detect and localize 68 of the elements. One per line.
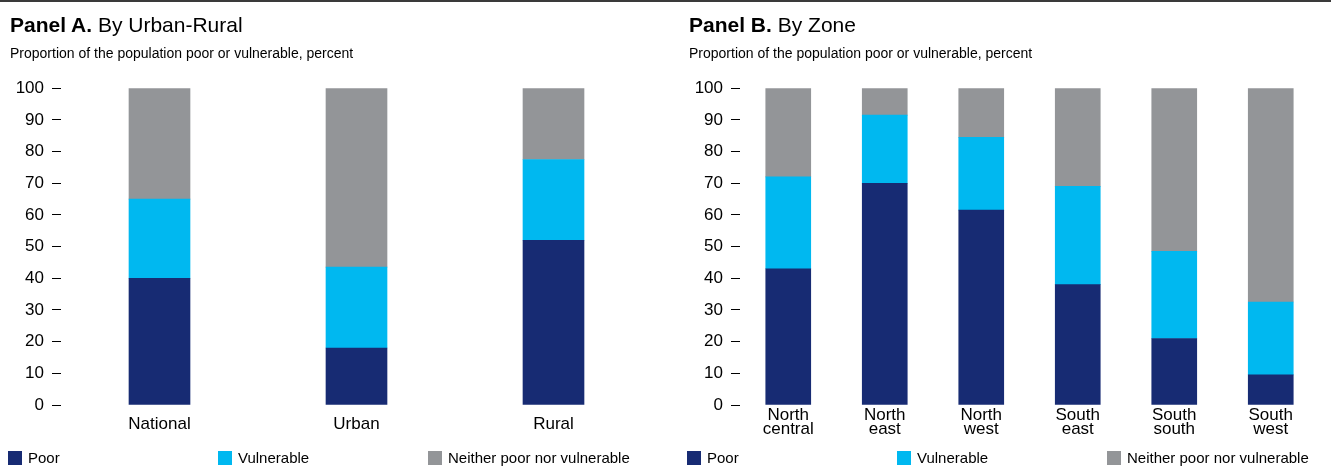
y-tick-label: 20 — [25, 331, 44, 351]
x-tick-label: South south — [1152, 404, 1197, 439]
bar — [861, 114, 908, 184]
y-tick-label: 20 — [704, 331, 723, 351]
y-tick-label: 30 — [25, 299, 44, 319]
legend-label: Vulnerable — [917, 449, 989, 466]
chart-title: Panel B. By Zone — [689, 13, 856, 36]
y-tick-label: 100 — [694, 77, 723, 97]
y-tick-label: 90 — [25, 109, 44, 129]
y-tick-label: 40 — [25, 267, 44, 287]
bar — [128, 198, 191, 279]
legend-label: Vulnerable — [238, 449, 310, 466]
bar — [861, 182, 908, 405]
bar — [325, 88, 388, 268]
bar — [325, 347, 388, 405]
bar — [1247, 301, 1294, 376]
x-tick-label: Urban — [333, 413, 380, 433]
y-tick-label: 40 — [704, 267, 723, 287]
chart-subtitle: Proportion of the population poor or vulnerable, percent — [689, 44, 1033, 62]
bar — [958, 88, 1005, 138]
bar — [1054, 88, 1101, 187]
y-tick-label: 80 — [704, 141, 723, 161]
x-tick-label: North east — [863, 404, 906, 439]
y-tick-label: 10 — [25, 363, 44, 383]
bar — [1151, 338, 1198, 405]
y-tick-label: 0 — [713, 394, 723, 414]
y-tick-label: 80 — [25, 141, 44, 161]
bar — [128, 277, 191, 405]
x-tick-label: Rural — [533, 413, 574, 433]
y-tick-label: 30 — [704, 299, 723, 319]
x-tick-label: South east — [1055, 404, 1100, 439]
bar — [1054, 284, 1101, 405]
y-tick-label: 50 — [704, 236, 723, 256]
bar — [765, 268, 812, 405]
y-tick-label: 100 — [15, 77, 44, 97]
bar — [522, 239, 585, 405]
bar — [128, 88, 191, 200]
y-tick-label: 90 — [704, 109, 723, 129]
bar — [958, 136, 1005, 211]
bar — [1151, 251, 1198, 339]
y-tick-label: 70 — [704, 172, 723, 192]
y-tick-label: 60 — [704, 204, 723, 224]
bar — [765, 176, 812, 270]
x-tick-label: North west — [960, 404, 1003, 439]
legend-label: Poor — [28, 449, 60, 466]
y-tick-label: 50 — [25, 236, 44, 256]
bar — [958, 209, 1005, 405]
chart-subtitle: Proportion of the population poor or vulnerable, percent — [10, 44, 354, 62]
y-tick-label: 60 — [25, 204, 44, 224]
bar — [861, 88, 908, 116]
bar — [1247, 374, 1294, 405]
bar — [1151, 88, 1198, 252]
x-tick-label: National — [128, 413, 191, 433]
y-tick-label: 70 — [25, 172, 44, 192]
bar — [1247, 88, 1294, 303]
bar — [325, 266, 388, 349]
y-tick-label: 0 — [34, 394, 44, 414]
y-tick-label: 10 — [704, 363, 723, 383]
legend-label: Neither poor nor vulnerable — [1127, 449, 1309, 466]
bar — [522, 159, 585, 241]
x-tick-label: South west — [1248, 404, 1293, 439]
legend-label: Neither poor nor vulnerable — [448, 449, 630, 466]
bar — [1054, 186, 1101, 285]
chart-title: Panel A. By Urban-Rural — [10, 13, 243, 36]
bar — [765, 88, 812, 178]
bar — [522, 88, 585, 160]
x-tick-label: North central — [762, 404, 814, 439]
legend-label: Poor — [707, 449, 739, 466]
